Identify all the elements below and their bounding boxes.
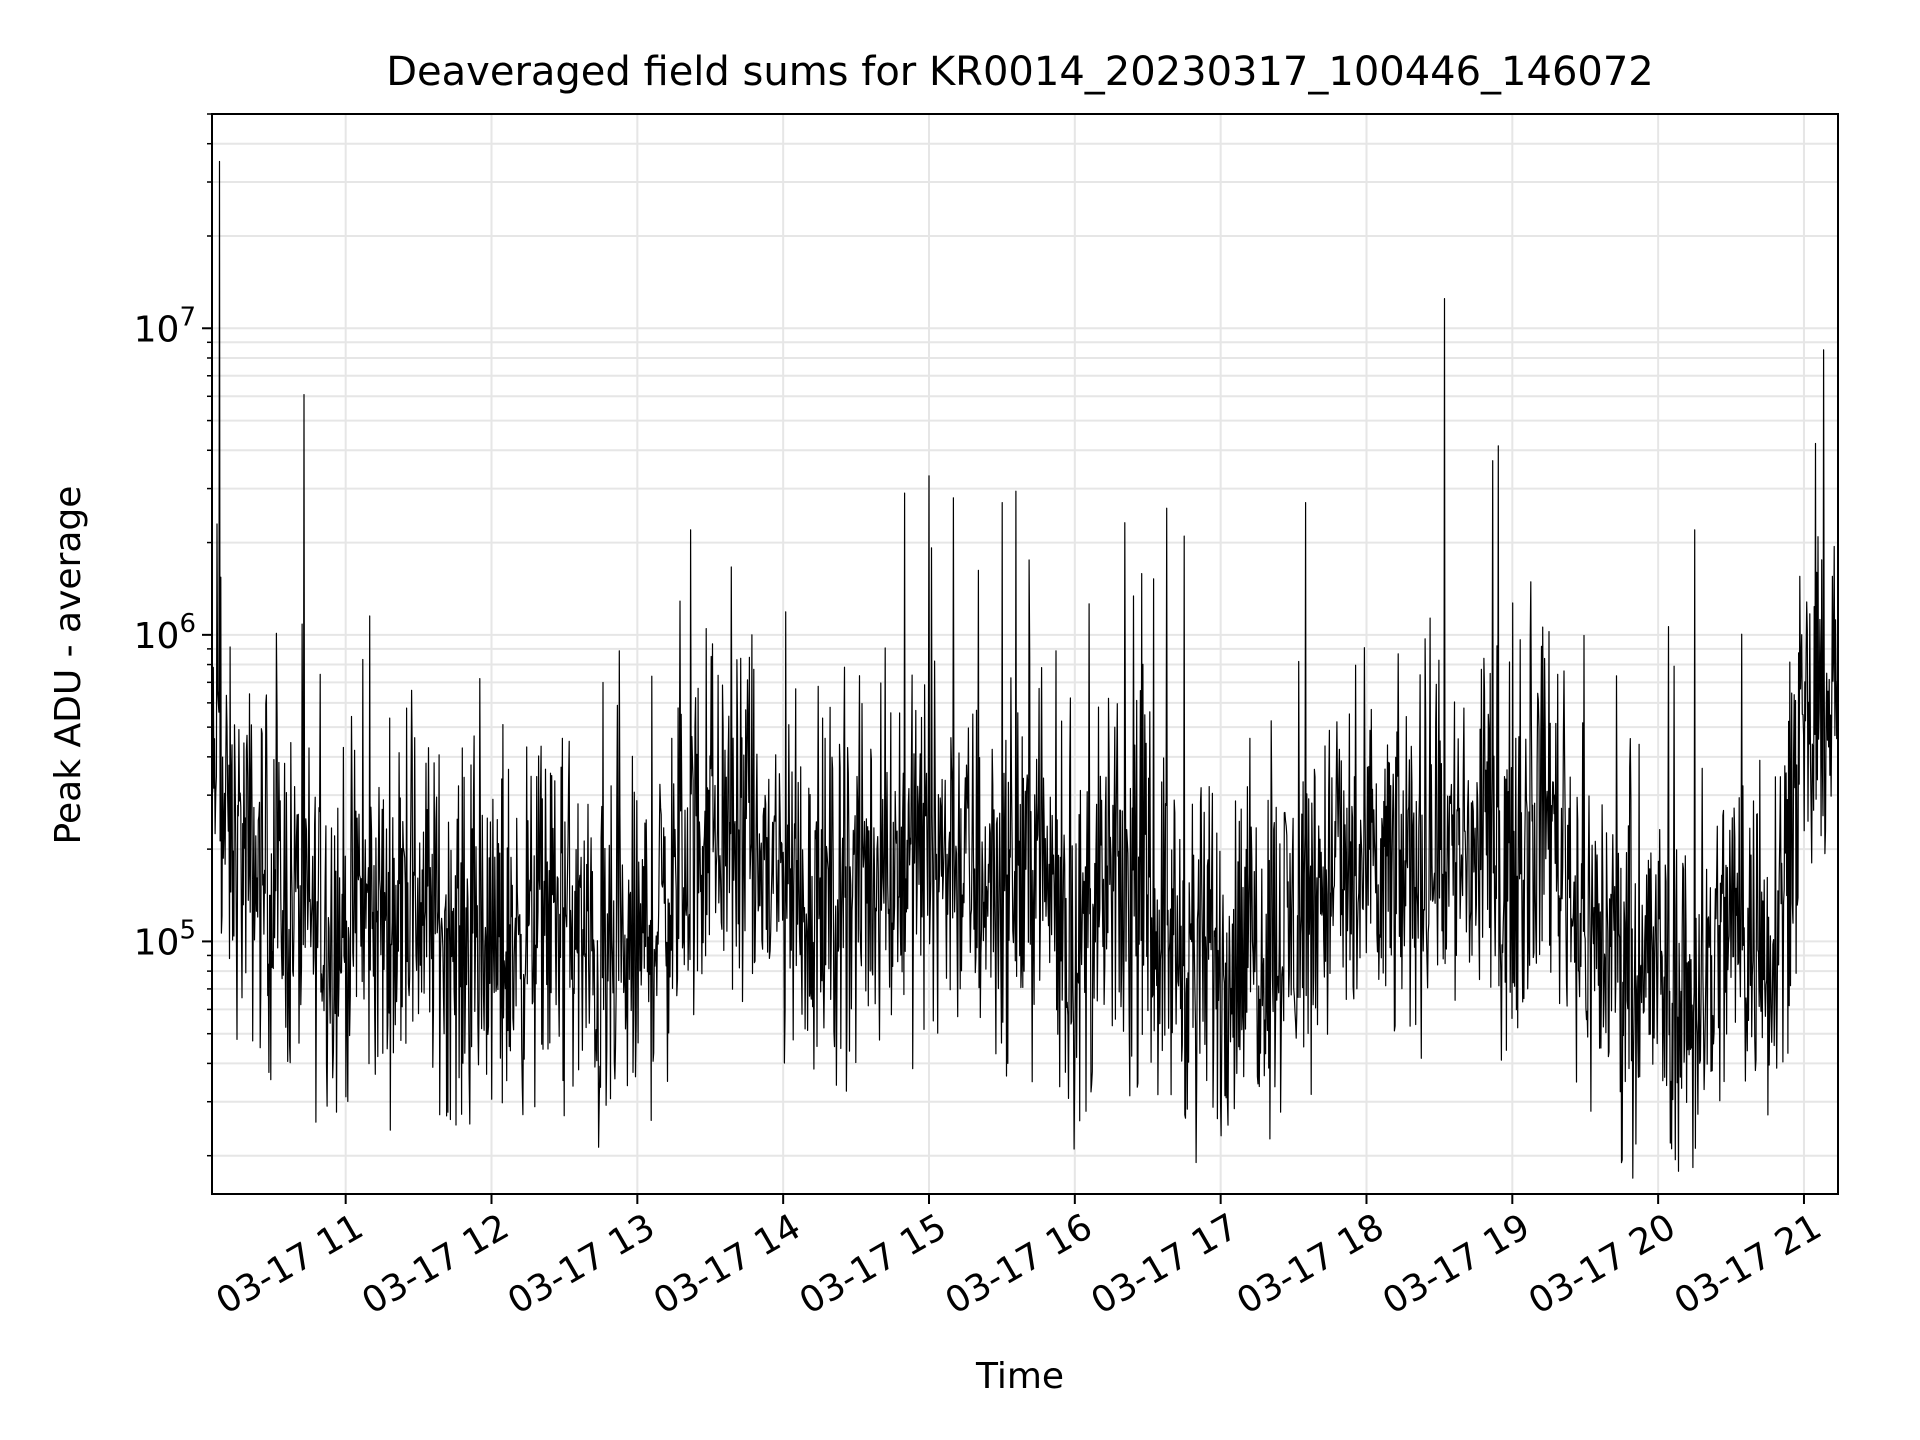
chart-title: Deaveraged field sums for KR0014_2023031… (386, 49, 1654, 95)
y-axis-label: Peak ADU - average (48, 486, 89, 845)
axes-frame (211, 113, 1839, 1195)
y-tick-label: 107 (134, 302, 196, 350)
y-tick-label: 105 (134, 915, 196, 963)
y-tick-label: 106 (134, 609, 196, 657)
data-series (211, 160, 1839, 1179)
series-line (211, 160, 1839, 1179)
x-axis-label: Time (975, 1356, 1064, 1397)
